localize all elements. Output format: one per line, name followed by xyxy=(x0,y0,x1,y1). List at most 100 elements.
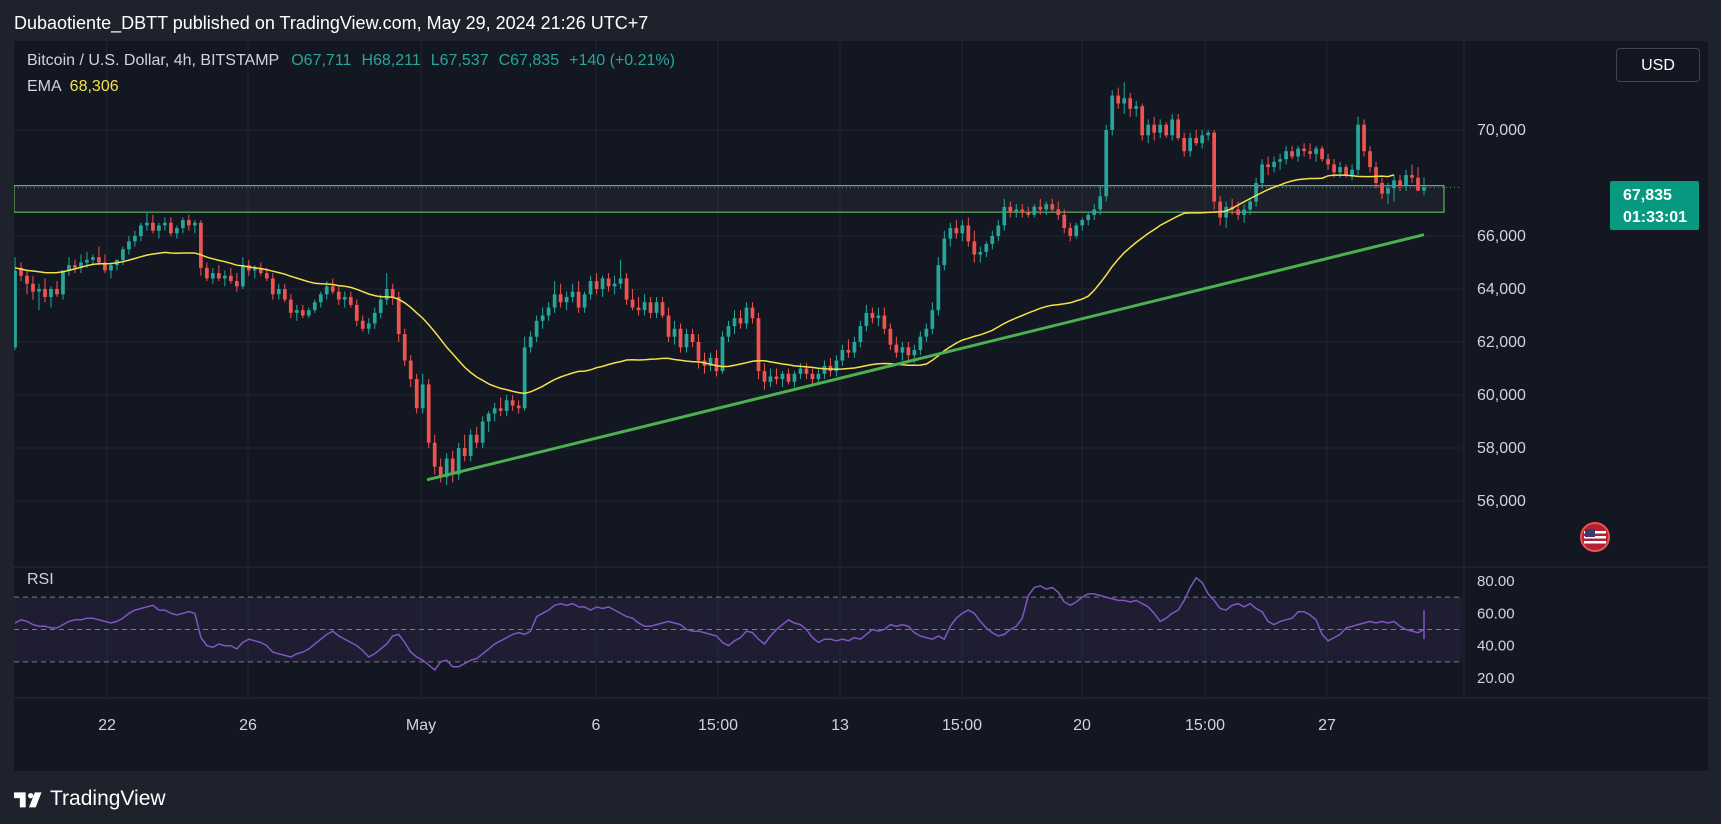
candle-body xyxy=(684,334,689,348)
candle-body xyxy=(1344,167,1348,176)
candle xyxy=(109,262,113,279)
candle-body xyxy=(546,307,551,316)
candle-body xyxy=(1374,167,1378,183)
time-tick-label: 27 xyxy=(1318,717,1336,734)
candle xyxy=(1302,143,1306,157)
chart-frame[interactable]: 70,000 66,000 64,000 62,000 60,000 58,000 56,0… xyxy=(14,41,1708,771)
rsi-tick-label: 80.00 xyxy=(1477,573,1515,590)
candle-body xyxy=(630,299,635,308)
candle-body xyxy=(930,310,935,329)
candle xyxy=(240,257,245,289)
candle xyxy=(1416,167,1420,191)
candle-body xyxy=(1362,124,1366,152)
tradingview-footer[interactable]: TradingView xyxy=(14,786,166,812)
trendline-line xyxy=(426,233,1425,482)
candle xyxy=(606,273,611,292)
candle-body xyxy=(804,368,809,374)
candle xyxy=(1242,204,1246,223)
candle-body xyxy=(738,318,743,324)
candle-body xyxy=(570,291,575,297)
candle xyxy=(630,289,635,311)
candle-body xyxy=(672,328,677,337)
candle-body xyxy=(732,318,737,327)
currency-button[interactable]: USD xyxy=(1616,48,1700,82)
chart-canvas[interactable]: 70,000 66,000 64,000 62,000 60,000 58,000 56,0… xyxy=(14,41,1708,771)
candle xyxy=(972,230,977,263)
ohlc-legend: Bitcoin / U.S. Dollar, 4h, BITSTAMP O67,7… xyxy=(27,52,675,70)
candle-body xyxy=(990,236,995,244)
candle-body xyxy=(14,270,17,348)
candle xyxy=(642,294,647,316)
candle-body xyxy=(1284,151,1288,160)
candle xyxy=(420,373,425,414)
symbol-title[interactable]: Bitcoin / U.S. Dollar, 4h, BITSTAMP xyxy=(27,52,280,69)
candle xyxy=(127,236,131,255)
candle-body xyxy=(528,336,533,348)
candle-body xyxy=(1338,167,1342,173)
candle xyxy=(672,320,677,345)
candle-body xyxy=(1404,175,1408,186)
candle-body xyxy=(576,291,581,308)
candle xyxy=(115,259,119,271)
candle xyxy=(294,304,299,321)
candle xyxy=(876,307,881,327)
us-flag-icon[interactable] xyxy=(1580,522,1610,552)
candle xyxy=(348,291,353,308)
candle-body xyxy=(762,371,767,382)
candle xyxy=(1056,201,1061,221)
candle xyxy=(306,307,311,319)
candle xyxy=(1002,198,1007,231)
candle xyxy=(834,355,839,377)
candle xyxy=(163,217,167,231)
candle xyxy=(1134,100,1139,117)
candle xyxy=(528,331,533,353)
candle-body xyxy=(181,220,185,229)
candle-body xyxy=(492,408,497,414)
candle-body xyxy=(996,225,1001,236)
candle-body xyxy=(948,228,953,239)
candle xyxy=(1278,153,1282,170)
candle-body xyxy=(1104,130,1109,197)
candle xyxy=(936,257,941,316)
candle xyxy=(984,241,989,258)
candle-body xyxy=(882,315,887,329)
candle xyxy=(330,278,335,295)
candle xyxy=(1152,116,1157,141)
candle-body xyxy=(1050,204,1055,210)
candle-body xyxy=(1314,148,1318,154)
candle-body xyxy=(1212,132,1217,202)
candle xyxy=(1320,145,1324,162)
candle-body xyxy=(1422,187,1426,191)
ema-series xyxy=(14,174,1395,395)
candle-body xyxy=(858,326,863,342)
candle-body xyxy=(252,267,257,271)
candle xyxy=(648,296,653,319)
candle-body xyxy=(900,347,905,353)
candle xyxy=(690,328,695,348)
candle-body xyxy=(1296,148,1300,157)
candle xyxy=(1224,201,1228,229)
candle xyxy=(300,304,305,319)
ema-label[interactable]: EMA xyxy=(27,78,62,95)
candle xyxy=(504,395,509,417)
candle xyxy=(49,286,53,308)
time-tick-label: 15:00 xyxy=(1185,717,1225,734)
rsi-label[interactable]: RSI xyxy=(27,571,54,588)
candle xyxy=(858,320,863,348)
candle xyxy=(360,315,365,332)
candle xyxy=(175,225,179,239)
candle xyxy=(810,368,815,385)
candle xyxy=(756,312,761,380)
rsi-panel xyxy=(14,576,1462,671)
candle-body xyxy=(1194,137,1199,144)
candle-body xyxy=(79,262,83,268)
candle xyxy=(684,328,689,353)
candle-body xyxy=(205,267,209,279)
candle xyxy=(1248,198,1252,215)
candle-body xyxy=(270,278,275,295)
candle-body xyxy=(157,225,161,231)
candle xyxy=(924,323,929,342)
candle xyxy=(828,357,833,377)
candle xyxy=(1272,156,1276,173)
candle xyxy=(474,426,479,448)
